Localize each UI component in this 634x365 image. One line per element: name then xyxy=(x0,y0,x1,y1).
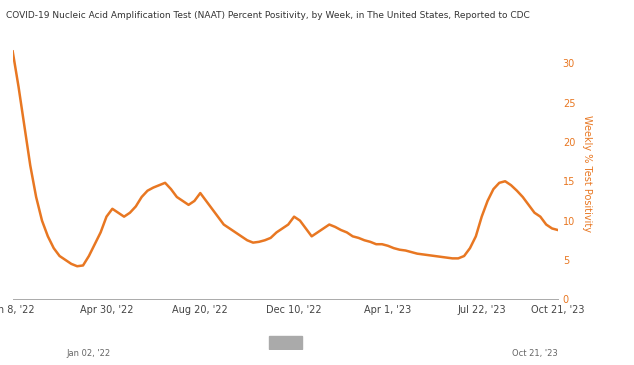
Text: Jan 02, '22: Jan 02, '22 xyxy=(67,349,111,358)
Bar xyxy=(269,336,302,349)
Y-axis label: Weekly % Test Positivity: Weekly % Test Positivity xyxy=(582,115,592,232)
Text: COVID-19 Nucleic Acid Amplification Test (NAAT) Percent Positivity, by Week, in : COVID-19 Nucleic Acid Amplification Test… xyxy=(6,11,530,20)
Text: Oct 21, '23: Oct 21, '23 xyxy=(512,349,558,358)
